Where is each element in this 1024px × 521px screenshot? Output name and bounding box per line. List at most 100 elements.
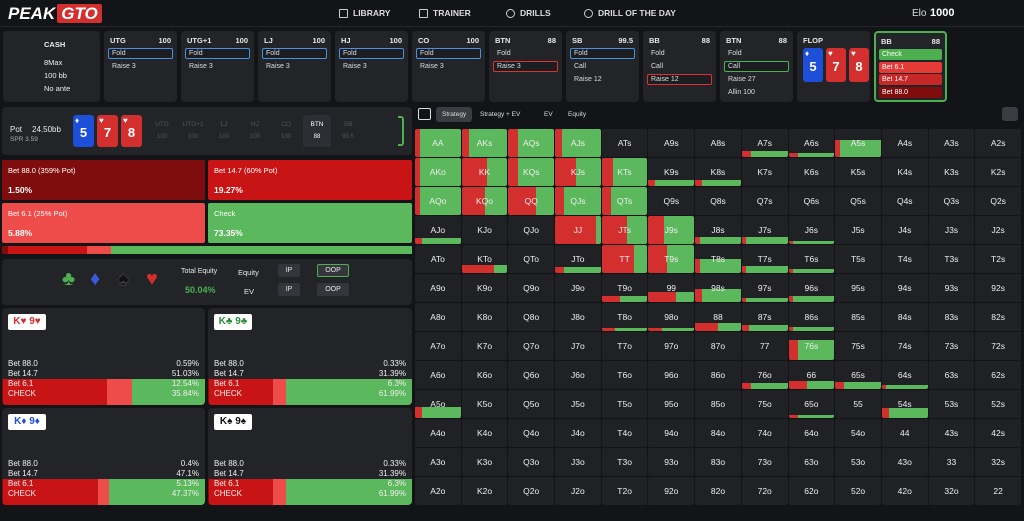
action-option[interactable]: Fold <box>416 48 481 59</box>
hand-cell[interactable]: T8s <box>695 245 741 273</box>
action-option[interactable]: Fold <box>185 48 250 59</box>
hand-cell[interactable]: T8o <box>601 303 648 331</box>
action-option[interactable]: Raise 12 <box>574 76 602 83</box>
hand-cell[interactable]: 93s <box>928 274 975 302</box>
hand-cell[interactable]: J7s <box>741 216 788 244</box>
action-box[interactable]: HJ 100 Fold Raise 3 <box>335 31 408 102</box>
hand-cell[interactable]: Q5o <box>508 390 555 418</box>
hand-cell[interactable]: KK <box>461 158 508 186</box>
hand-cell[interactable]: J5o <box>555 390 601 418</box>
hand-cell[interactable]: 98o <box>648 303 695 331</box>
hand-cell[interactable]: 73s <box>928 332 975 360</box>
hand-cell[interactable]: Q4s <box>881 187 928 215</box>
hand-cell[interactable]: ATo <box>415 245 461 273</box>
action-option[interactable]: Fold <box>728 50 742 57</box>
strategy-box[interactable]: Check 73.35% <box>208 203 412 243</box>
hand-cell[interactable]: K2s <box>975 158 1021 186</box>
hand-cell[interactable]: 62s <box>975 361 1021 389</box>
hand-cell[interactable]: K3s <box>928 158 975 186</box>
action-option[interactable]: Fold <box>497 50 511 57</box>
hand-cell[interactable]: Q9o <box>508 274 555 302</box>
equity-button[interactable]: IP <box>278 264 300 277</box>
hand-cell[interactable]: K9s <box>648 158 695 186</box>
hand-cell[interactable]: 74s <box>881 332 928 360</box>
hand-cell[interactable]: 87s <box>741 303 788 331</box>
hand-cell[interactable]: 84o <box>695 419 741 447</box>
hand-cell[interactable]: KQs <box>508 158 555 186</box>
hand-cell[interactable]: TT <box>601 245 648 273</box>
hand-cell[interactable]: Q9s <box>648 187 695 215</box>
hand-cell[interactable]: Q4o <box>508 419 555 447</box>
action-option[interactable]: Call <box>574 63 587 70</box>
hand-cell[interactable]: Q6s <box>788 187 835 215</box>
hand-cell[interactable]: 97o <box>648 332 695 360</box>
hand-cell[interactable]: KJs <box>555 158 601 186</box>
hand-cell[interactable]: 87o <box>695 332 741 360</box>
hand-cell[interactable]: T7o <box>601 332 648 360</box>
hand-cell[interactable]: J4o <box>555 419 601 447</box>
hand-cell[interactable]: 85s <box>835 303 881 331</box>
hand-cell[interactable]: A6o <box>415 361 461 389</box>
hand-cell[interactable]: A9o <box>415 274 461 302</box>
hand-cell[interactable]: 54o <box>835 419 881 447</box>
action-option[interactable]: Raise 3 <box>493 61 558 72</box>
action-option[interactable]: Fold <box>651 50 665 57</box>
hand-cell[interactable]: 43s <box>928 419 975 447</box>
hand-cell[interactable]: 66 <box>788 361 835 389</box>
hand-cell[interactable]: 64s <box>881 361 928 389</box>
hand-cell[interactable]: 65o <box>788 390 835 418</box>
hand-cell[interactable]: AJo <box>415 216 461 244</box>
hand-cell[interactable]: A9s <box>648 129 695 157</box>
action-box[interactable]: CO 100 Fold Raise 3 <box>412 31 485 102</box>
hand-cell[interactable]: T6s <box>788 245 835 273</box>
hand-cell[interactable]: K7o <box>461 332 508 360</box>
action-box[interactable]: LJ 100 Fold Raise 3 <box>258 31 331 102</box>
hand-cell[interactable]: Q6o <box>508 361 555 389</box>
hand-cell[interactable]: A2s <box>975 129 1021 157</box>
hand-cell[interactable]: KQo <box>461 187 508 215</box>
hand-cell[interactable]: 64o <box>788 419 835 447</box>
action-box[interactable]: BTN 88 Fold Call Raise 27 Allin 100 <box>720 31 793 102</box>
action-option[interactable]: Raise 3 <box>343 63 367 70</box>
hand-cell[interactable]: 77 <box>741 332 788 360</box>
hand-cell[interactable]: 85o <box>695 390 741 418</box>
hand-cell[interactable]: QJo <box>508 216 555 244</box>
equity-button[interactable]: OOP <box>317 264 349 277</box>
hand-cell[interactable]: J9s <box>648 216 695 244</box>
hand-cell[interactable]: T5o <box>601 390 648 418</box>
hand-cell[interactable]: 96o <box>648 361 695 389</box>
hand-cell[interactable]: 93o <box>648 448 695 476</box>
hand-cell[interactable]: AQo <box>415 187 461 215</box>
hand-cell[interactable]: 95s <box>835 274 881 302</box>
hand-cell[interactable]: K4s <box>881 158 928 186</box>
hand-cell[interactable]: A6s <box>788 129 835 157</box>
hand-cell[interactable]: QTs <box>601 187 648 215</box>
hand-cell[interactable]: T2s <box>975 245 1021 273</box>
action-option[interactable]: Fold <box>262 48 327 59</box>
hand-cell[interactable]: 97s <box>741 274 788 302</box>
hand-cell[interactable]: 92o <box>648 477 695 505</box>
hand-cell[interactable]: T9s <box>648 245 695 273</box>
nav-link[interactable]: LIBRARY <box>353 8 391 18</box>
action-option[interactable]: Fold <box>108 48 173 59</box>
hand-cell[interactable]: J9o <box>555 274 601 302</box>
grid-toggle[interactable] <box>1002 107 1018 121</box>
hand-cell[interactable]: A8s <box>695 129 741 157</box>
hand-cell[interactable]: QTo <box>508 245 555 273</box>
hand-cell[interactable]: 43o <box>881 448 928 476</box>
hand-cell[interactable]: K2o <box>461 477 508 505</box>
hand-cell[interactable]: 55 <box>835 390 881 418</box>
hand-cell[interactable]: Q8o <box>508 303 555 331</box>
hand-cell[interactable]: 86o <box>695 361 741 389</box>
hand-cell[interactable]: JTo <box>555 245 601 273</box>
hand-cell[interactable]: A4o <box>415 419 461 447</box>
strategy-box[interactable]: Bet 88.0 (359% Pot) 1.50% <box>2 160 205 200</box>
action-option[interactable]: Raise 3 <box>266 63 290 70</box>
hand-cell[interactable]: 82s <box>975 303 1021 331</box>
suit-filter[interactable]: ♥ <box>146 268 158 290</box>
grid-tab[interactable]: Strategy + EV <box>480 111 521 118</box>
action-option[interactable]: Bet 6.1 <box>879 61 942 73</box>
hand-cell[interactable]: 72s <box>975 332 1021 360</box>
suit-filter[interactable]: ♦ <box>90 268 101 290</box>
hand-cell[interactable]: 63o <box>788 448 835 476</box>
